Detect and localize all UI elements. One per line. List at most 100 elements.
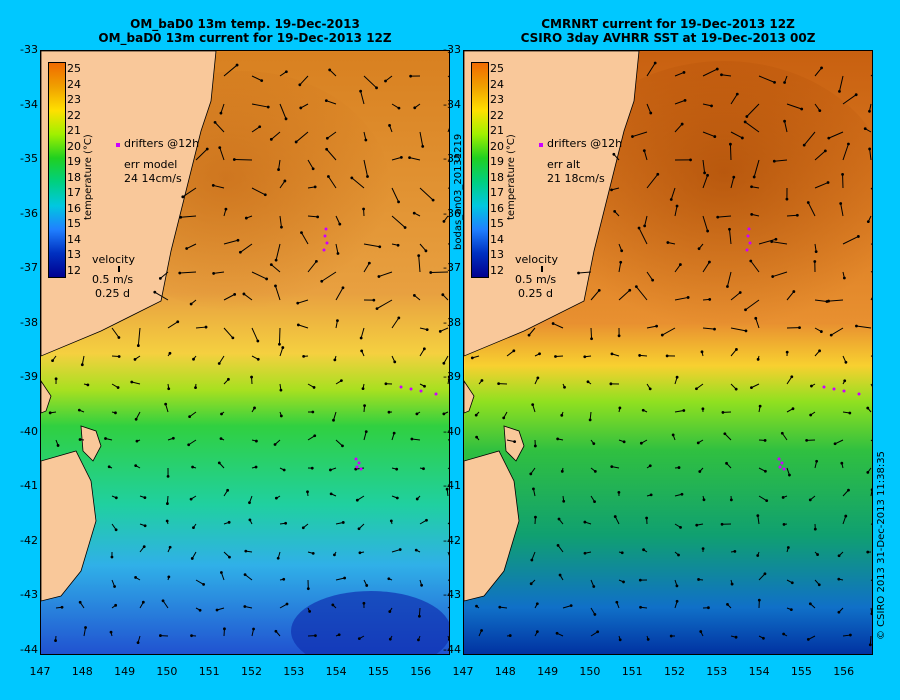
middle-label: bodas_an03_20131219 — [453, 133, 464, 250]
current-vector-arrow — [244, 574, 253, 581]
y-tick-label: -41 — [443, 479, 461, 492]
current-vector-arrow — [162, 600, 169, 609]
current-vector-head — [191, 465, 194, 469]
current-vector-head — [364, 430, 368, 434]
current-vector-arrow — [746, 103, 760, 117]
current-vector-head — [412, 294, 416, 297]
x-tick-label: 156 — [410, 665, 432, 678]
current-vector-arrow — [326, 148, 337, 161]
current-vector-head — [810, 384, 813, 388]
current-vector-arrow — [251, 187, 266, 196]
current-vector-head — [813, 260, 817, 263]
current-vector-head — [560, 469, 564, 473]
drifter-point — [777, 457, 781, 461]
current-vector-head — [133, 357, 137, 361]
current-vector-head — [242, 292, 246, 296]
current-vector-head — [333, 553, 336, 557]
current-vector-arrow — [729, 144, 732, 161]
current-vector-arrow — [702, 327, 715, 330]
current-vector-head — [141, 600, 145, 604]
drifter-point — [324, 227, 328, 231]
current-vector-head — [842, 276, 846, 280]
current-vector-head — [592, 585, 596, 588]
current-vector-head — [219, 437, 223, 441]
current-vector-head — [205, 147, 209, 151]
current-vector-arrow — [160, 271, 169, 279]
current-vector-arrow — [786, 103, 802, 110]
current-vector-head — [312, 386, 316, 389]
current-vector-arrow — [786, 376, 793, 385]
current-vector-arrow — [419, 187, 434, 201]
current-vector-head — [393, 360, 397, 364]
current-vector-head — [366, 175, 369, 178]
current-vector-arrow — [755, 318, 760, 329]
current-vector-arrow — [409, 157, 421, 161]
drifter-point — [355, 465, 359, 469]
y-tick-label: -37 — [443, 261, 461, 274]
y-tick-label: -37 — [20, 261, 38, 274]
current-vector-head — [301, 526, 305, 530]
x-tick-label: 155 — [367, 665, 389, 678]
current-vector-head — [698, 470, 702, 473]
current-vector-arrow — [327, 131, 337, 139]
current-vector-arrow — [786, 214, 798, 217]
current-vector-arrow — [223, 239, 239, 245]
y-tick-label: -36 — [20, 206, 38, 220]
current-vector-head — [675, 599, 679, 603]
y-tick-label: -33 — [443, 43, 461, 56]
current-vector-head — [763, 572, 767, 576]
current-vector-head — [743, 120, 747, 124]
current-vector-arrow — [753, 159, 760, 178]
current-vector-head — [274, 496, 278, 500]
current-vector-head — [818, 109, 822, 113]
current-vector-head — [563, 385, 566, 389]
current-vector-head — [425, 328, 429, 332]
current-vector-head — [302, 354, 306, 358]
current-vector-head — [754, 316, 758, 320]
current-vector-arrow — [327, 176, 337, 189]
current-vector-head — [610, 352, 614, 356]
current-vector-arrow — [214, 122, 225, 133]
current-vector-arrow — [299, 75, 309, 86]
current-vector-head — [735, 348, 738, 351]
current-vector-head — [279, 414, 283, 418]
y-tick-label: -43 — [20, 588, 38, 601]
current-vector-head — [316, 215, 320, 219]
current-vector-arrow — [83, 627, 87, 637]
current-vector-arrow — [251, 126, 260, 133]
current-vector-head — [77, 408, 81, 412]
current-vector-head — [397, 200, 400, 204]
current-vector-head — [176, 320, 180, 324]
y-tick-label: -44 — [443, 642, 461, 656]
current-vector-head — [336, 252, 340, 255]
current-vector-arrow — [391, 187, 400, 203]
y-tick-label: -44 — [20, 642, 38, 656]
current-vector-head — [813, 527, 817, 531]
current-vector-head — [232, 158, 236, 161]
current-vector-head — [329, 468, 332, 472]
current-vector-head — [756, 554, 760, 557]
current-vector-head — [843, 379, 847, 383]
current-vector-arrow — [552, 323, 564, 329]
current-vector-head — [677, 553, 680, 557]
y-tick-label: -40 — [443, 424, 461, 438]
current-vector-head — [866, 550, 870, 554]
current-vector-head — [308, 609, 312, 613]
current-vector-head — [403, 226, 407, 229]
current-vector-head — [502, 416, 506, 420]
y-tick-label: -34 — [443, 97, 461, 111]
current-vector-head — [612, 152, 616, 156]
current-vector-arrow — [223, 293, 235, 301]
current-vector-head — [841, 173, 844, 176]
current-vector-head — [325, 136, 329, 140]
drifter-point — [359, 467, 363, 471]
current-vector-head — [555, 631, 559, 635]
current-vector-head — [194, 386, 197, 390]
current-vector-head — [359, 89, 363, 93]
current-vector-arrow — [744, 121, 760, 133]
current-vector-arrow — [643, 150, 648, 161]
current-vector-head — [656, 172, 660, 176]
current-vector-head — [364, 138, 368, 142]
current-vector-head — [531, 403, 535, 407]
current-vector-head — [700, 350, 704, 354]
